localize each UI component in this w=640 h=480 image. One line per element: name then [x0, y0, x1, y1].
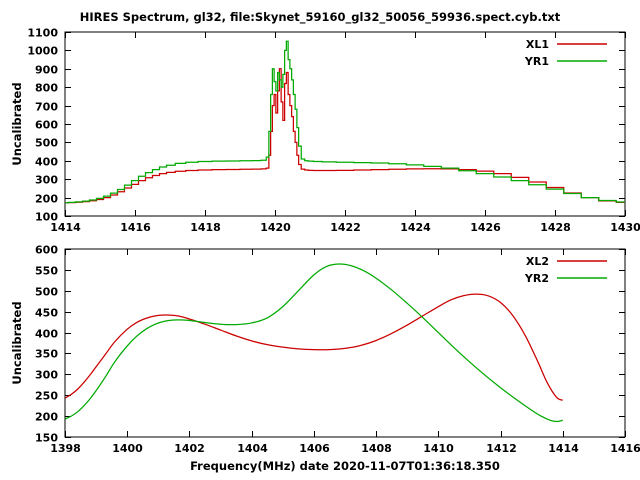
y-tick-label: 500 [35, 137, 58, 150]
y-tick-label: 600 [35, 244, 58, 257]
y-tick-label: 400 [35, 328, 58, 341]
plot-frame [64, 248, 626, 438]
x-tick-label: 1416 [120, 221, 151, 234]
series-line-yr1 [65, 40, 625, 204]
x-tick-label: 1398 [50, 442, 81, 455]
series-layer [65, 263, 564, 423]
x-axis-title: Frequency(MHz) date 2020-11-07T01:36:18.… [190, 459, 500, 473]
legend-label-yr2: YR2 [524, 272, 549, 285]
y-tick-label: 400 [35, 156, 58, 169]
x-tick-label: 1408 [361, 442, 392, 455]
y-tick-label: 900 [35, 64, 58, 77]
y-tick-label: 200 [35, 411, 58, 424]
bottom-panel: 1398 1400 1402 1404 1406 1408 1410 1412 1414 1416… [10, 244, 640, 474]
y-tick-label: 450 [35, 307, 58, 320]
y-axis-title: Uncalibrated [10, 82, 24, 165]
x-tick-label: 1404 [237, 442, 268, 455]
y-tick-label: 550 [35, 265, 58, 278]
x-tick-label: 1418 [190, 221, 221, 234]
x-tick-label: 1420 [260, 221, 291, 234]
x-tick-label: 1406 [299, 442, 330, 455]
x-tick-label: 1410 [423, 442, 454, 455]
legend-label-xl1: XL1 [526, 38, 549, 51]
y-tick-label: 200 [35, 193, 58, 206]
x-tick-label: 1428 [540, 221, 571, 234]
x-tick-label: 1400 [112, 442, 143, 455]
x-tick-label: 1416 [610, 442, 640, 455]
y-tick-label: 500 [35, 286, 58, 299]
page-title: HIRES Spectrum, gl32, file:Skynet_59160_… [80, 10, 561, 25]
top-panel: 1414 1416 1418 1420 1422 1424 1426 1428 1430 100 2… [10, 27, 640, 235]
series-layer [65, 40, 625, 204]
x-tick-label: 1414 [50, 221, 81, 234]
y-tick-label: 600 [35, 119, 58, 132]
x-tick-label: 1426 [470, 221, 501, 234]
y-tick-label: 300 [35, 369, 58, 382]
series-line-xl2 [65, 293, 564, 401]
x-tick-label: 1414 [548, 442, 579, 455]
legend-label-xl2: XL2 [526, 255, 549, 268]
y-axis-title: Uncalibrated [10, 301, 24, 384]
y-tick-label: 100 [35, 211, 58, 224]
y-tick-label: 350 [35, 348, 58, 361]
x-tick-label: 1424 [400, 221, 431, 234]
y-tick-label: 300 [35, 174, 58, 187]
y-tick-label: 700 [35, 101, 58, 114]
y-tick-label: 800 [35, 82, 58, 95]
x-tick-label: 1430 [610, 221, 640, 234]
x-tick-label: 1412 [486, 442, 517, 455]
legend-label-yr1: YR1 [524, 55, 549, 68]
y-tick-label: 1100 [27, 27, 58, 40]
y-tick-label: 250 [35, 390, 58, 403]
x-tick-label: 1422 [330, 221, 361, 234]
x-tick-label: 1402 [174, 442, 205, 455]
y-tick-label: 150 [35, 432, 58, 445]
series-line-yr2 [65, 263, 563, 423]
y-tick-label: 1000 [27, 45, 58, 58]
